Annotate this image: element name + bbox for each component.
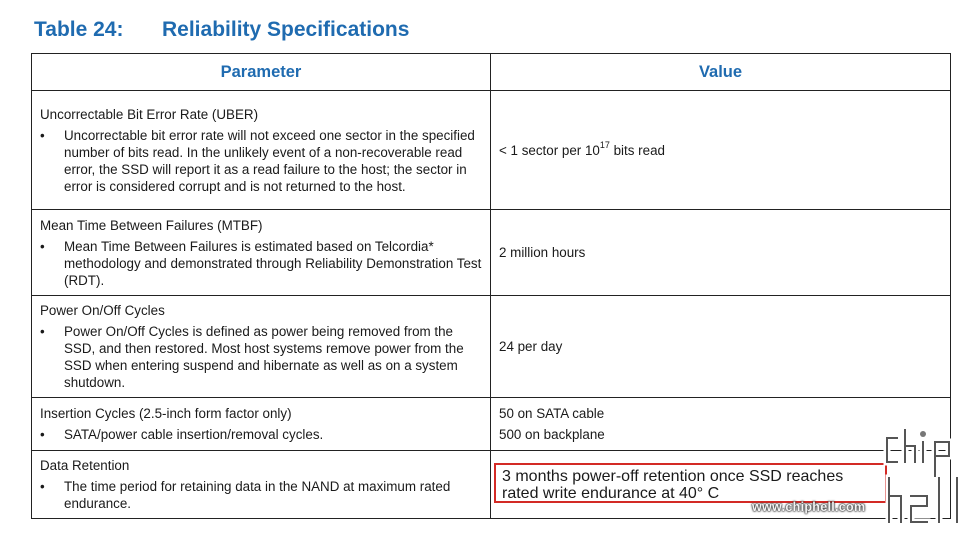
header-parameter: Parameter [31,53,491,91]
highlight-box: 3 months power-off retention once SSD re… [494,463,887,503]
param-bullet: • SATA/power cable insertion/removal cycl… [40,426,482,443]
table-header-row: Parameter Value [31,53,951,91]
chiphell-logo [883,428,961,526]
param-bullet-text: Power On/Off Cycles is defined as power … [64,324,464,390]
value-line: 50 on SATA cable [499,406,605,421]
value-cell: 24 per day [490,295,951,398]
value-cell: 50 on SATA cable 500 on backplane [490,397,951,451]
param-bullet: • Power On/Off Cycles is defined as power… [40,323,482,391]
bullet-dot: • [40,479,45,494]
watermark-url: www.chiphell.com [752,500,866,514]
value-cell [490,450,951,519]
param-bullet: • Mean Time Between Failures is estimated… [40,238,482,289]
param-bullet-text: Uncorrectable bit error rate will not ex… [64,127,475,194]
table-row: Mean Time Between Failures (MTBF) • Mean … [31,209,951,296]
value-prefix: < 1 sector per 10 [499,142,600,158]
bullet-dot: • [40,427,45,442]
param-bullet: • Uncorrectable bit error rate will not e… [40,127,482,195]
table-number: Table 24: [34,18,124,41]
param-name: Mean Time Between Failures (MTBF) [40,217,263,233]
bullet-dot: • [40,238,45,254]
bullet-dot: • [40,127,45,143]
param-cell: Mean Time Between Failures (MTBF) • Mean … [31,209,491,296]
data-retention-value: 3 months power-off retention once SSD re… [502,468,844,502]
table-title: Table 24: Reliability Specifications [34,18,409,42]
value-line: 500 on backplane [499,427,605,442]
header-value: Value [490,53,951,91]
table-row: Uncorrectable Bit Error Rate (UBER) • Unc… [31,90,951,210]
param-cell: Power On/Off Cycles • Power On/Off Cycles… [31,295,491,398]
reliability-table: Parameter Value Uncorrectable Bit Error … [31,53,951,519]
param-name: Insertion Cycles (2.5-inch form factor o… [40,406,292,421]
param-bullet-text: The time period for retaining data in th… [64,479,451,511]
param-bullet-text: Mean Time Between Failures is estimated … [64,238,482,288]
param-cell: Uncorrectable Bit Error Rate (UBER) • Unc… [31,90,491,210]
value-cell: < 1 sector per 1017 bits read [490,90,951,210]
param-cell: Data Retention • The time period for reta… [31,450,491,519]
param-name: Uncorrectable Bit Error Rate (UBER) [40,106,259,122]
param-cell: Insertion Cycles (2.5-inch form factor o… [31,397,491,451]
table-row: Power On/Off Cycles • Power On/Off Cycles… [31,295,951,398]
table-title-text: Reliability Specifications [162,18,410,41]
value-suffix: bits read [609,142,665,158]
table-row: Data Retention • The time period for reta… [31,450,951,519]
value-exponent: 17 [599,140,610,151]
param-bullet: • The time period for retaining data in t… [40,478,482,512]
param-bullet-text: SATA/power cable insertion/removal cycle… [64,427,324,442]
bullet-dot: • [40,324,45,339]
param-name: Data Retention [40,458,130,473]
table-row: Insertion Cycles (2.5-inch form factor o… [31,397,951,451]
param-name: Power On/Off Cycles [40,303,165,318]
value-cell: 2 million hours [490,209,951,296]
